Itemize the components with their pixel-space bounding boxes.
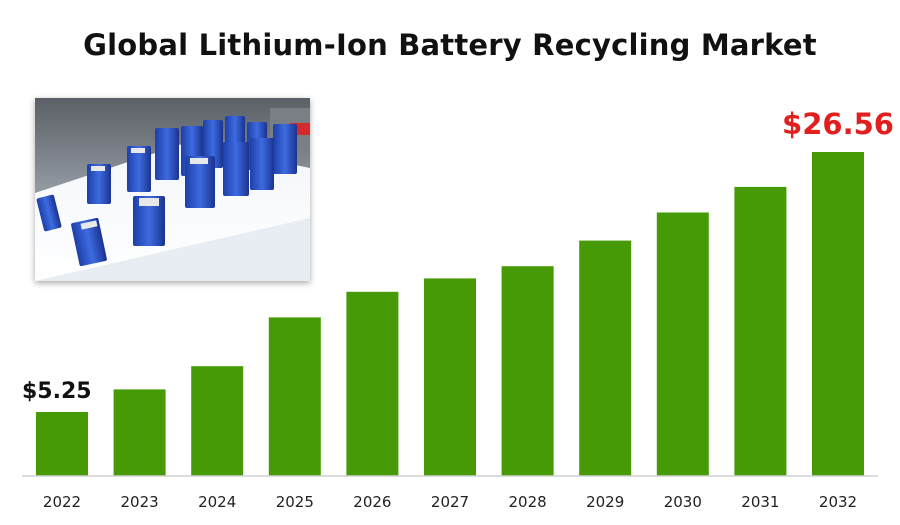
x-tick-label-2022: 2022 [43,493,81,511]
x-tick-label-2025: 2025 [276,493,314,511]
x-tick-label-2024: 2024 [198,493,236,511]
bar-2029 [579,240,632,476]
x-tick-label-2031: 2031 [741,493,779,511]
bar-2031 [734,186,787,476]
bar-2027 [424,278,476,476]
chart-title: Global Lithium-Ion Battery Recycling Mar… [83,28,817,62]
battery-cells-photo [35,98,310,281]
bar-2023 [113,389,166,476]
battery-cells-photo-icon [35,98,310,281]
data-label-2032: $26.56 [782,107,894,141]
bar-2032 [812,152,864,476]
bar-2026 [346,291,399,476]
bar-2028 [501,266,554,476]
x-tick-label-2028: 2028 [509,493,547,511]
x-tick-label-2032: 2032 [819,493,857,511]
x-tick-label-2026: 2026 [353,493,391,511]
bar-2025 [268,317,321,476]
x-tick-label-2027: 2027 [431,493,469,511]
x-tick-label-2030: 2030 [664,493,702,511]
x-tick-label-2023: 2023 [121,493,159,511]
bar-2022 [36,412,88,476]
data-label-2022: $5.25 [22,379,92,404]
bar-2030 [656,212,709,476]
x-tick-label-2029: 2029 [586,493,624,511]
bar-2024 [191,366,244,476]
